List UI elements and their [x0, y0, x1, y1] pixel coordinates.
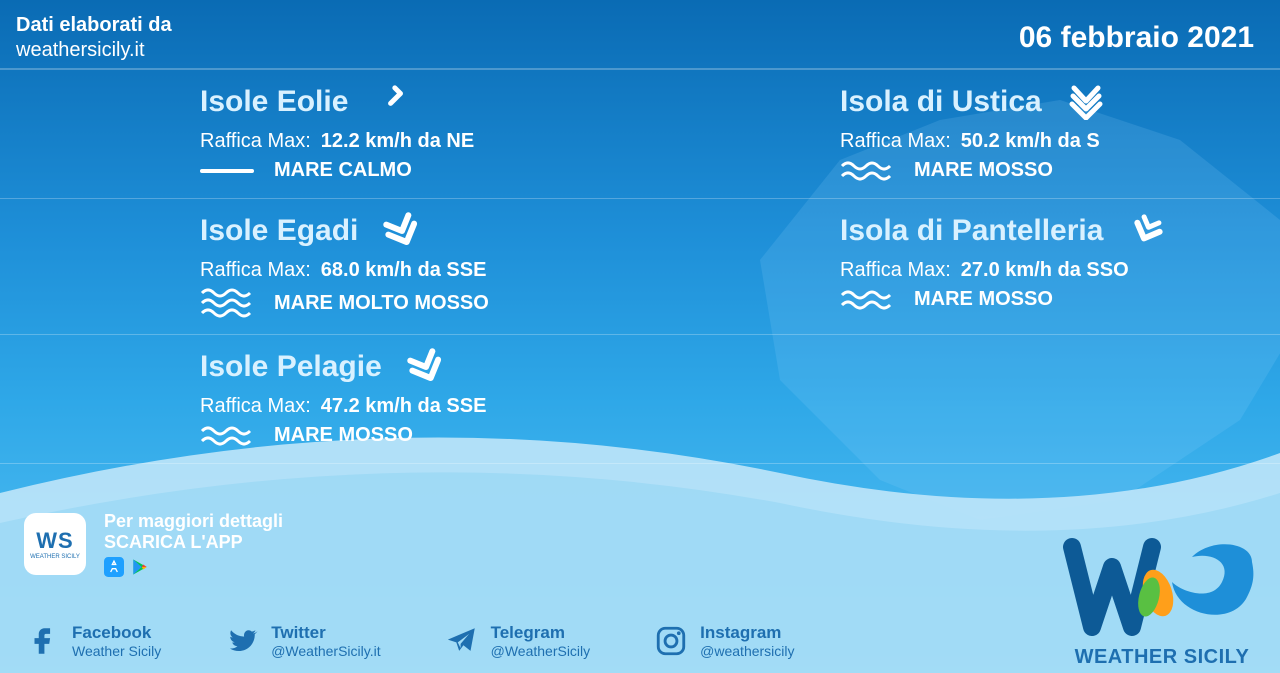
gust-value: 27.0 km/h da SSO: [961, 259, 1129, 281]
header: Dati elaborati da weathersicily.it 06 fe…: [0, 0, 1280, 70]
social-name: Facebook: [72, 623, 161, 643]
gust-line: Raffica Max: 12.2 km/h da NE: [200, 130, 630, 153]
sea-mosso-icon: [840, 160, 896, 182]
gust-label: Raffica Max:: [840, 130, 951, 152]
gust-value: 68.0 km/h da SSE: [321, 259, 487, 281]
instagram-icon: [654, 624, 688, 658]
locations-grid: Isole Eolie Raffica Max: 12.2 km/h da NE MA…: [0, 70, 1280, 464]
gust-value: 12.2 km/h da NE: [321, 130, 474, 152]
gust-label: Raffica Max:: [200, 395, 311, 417]
app-badge-text: WS: [36, 528, 73, 554]
wind-weak-icon: [374, 84, 410, 120]
location-name: Isole Pelagie: [200, 350, 382, 384]
telegram-link[interactable]: Telegram @WeatherSicily: [445, 623, 591, 659]
location-name: Isola di Ustica: [840, 85, 1042, 119]
social-handle: Weather Sicily: [72, 643, 161, 659]
twitter-icon: [225, 624, 259, 658]
gust-line: Raffica Max: 50.2 km/h da S: [840, 130, 1270, 153]
social-name: Telegram: [491, 623, 591, 643]
grid-row: Isole Eolie Raffica Max: 12.2 km/h da NE MA…: [0, 70, 1280, 199]
location-cell: Isola di Pantelleria Raffica Max: 27.0 km/…: [640, 199, 1280, 334]
sea-line: MARE CALMO: [200, 159, 630, 182]
gust-label: Raffica Max:: [200, 259, 311, 281]
sea-text: MARE MOSSO: [914, 159, 1053, 182]
app-line1: Per maggiori dettagli: [104, 511, 283, 532]
telegram-icon: [445, 624, 479, 658]
twitter-link[interactable]: Twitter @WeatherSicily.it: [225, 623, 380, 659]
brand-name: WEATHER SICILY: [1062, 646, 1262, 669]
location-cell: Isole Egadi Raffica Max: 68.0 km/h da SSE M…: [0, 199, 640, 334]
social-name: Instagram: [700, 623, 794, 643]
sea-mosso-icon: [840, 289, 896, 311]
wind-moderate-icon: [1129, 213, 1165, 249]
sea-line: MARE MOSSO: [200, 424, 630, 447]
location-name: Isole Egadi: [200, 214, 358, 248]
playstore-icon[interactable]: [130, 557, 150, 577]
header-date: 06 febbraio 2021: [1019, 21, 1254, 55]
socials-bar: Facebook Weather Sicily Twitter @Weather…: [26, 623, 795, 659]
social-name: Twitter: [271, 623, 380, 643]
social-handle: @WeatherSicily: [491, 643, 591, 659]
sea-line: MARE MOLTO MOSSO: [200, 288, 630, 318]
wind-strong-icon: [384, 213, 420, 249]
gust-label: Raffica Max:: [200, 130, 311, 152]
app-badge[interactable]: WS WEATHER SICILY: [24, 513, 86, 575]
social-handle: @WeatherSicily.it: [271, 643, 380, 659]
location-cell-empty: [640, 335, 1280, 463]
gust-value: 47.2 km/h da SSE: [321, 395, 487, 417]
gust-value: 50.2 km/h da S: [961, 130, 1100, 152]
gust-line: Raffica Max: 47.2 km/h da SSE: [200, 395, 630, 418]
grid-row: Isole Pelagie Raffica Max: 47.2 km/h da SS…: [0, 335, 1280, 464]
sea-text: MARE MOLTO MOSSO: [274, 292, 489, 315]
sea-text: MARE MOSSO: [274, 424, 413, 447]
sea-molto-mosso-icon: [200, 288, 256, 318]
instagram-link[interactable]: Instagram @weathersicily: [654, 623, 794, 659]
appstore-icon[interactable]: [104, 557, 124, 577]
app-line2: SCARICA L'APP: [104, 532, 283, 553]
facebook-icon: [26, 624, 60, 658]
gust-line: Raffica Max: 68.0 km/h da SSE: [200, 259, 630, 282]
sea-text: MARE CALMO: [274, 159, 412, 182]
grid-row: Isole Egadi Raffica Max: 68.0 km/h da SSE M…: [0, 199, 1280, 335]
gust-line: Raffica Max: 27.0 km/h da SSO: [840, 259, 1270, 282]
source-label: Dati elaborati da: [16, 13, 172, 38]
location-cell: Isole Eolie Raffica Max: 12.2 km/h da NE MA…: [0, 70, 640, 198]
location-cell: Isole Pelagie Raffica Max: 47.2 km/h da SS…: [0, 335, 640, 463]
header-source: Dati elaborati da weathersicily.it: [16, 13, 172, 63]
facebook-link[interactable]: Facebook Weather Sicily: [26, 623, 161, 659]
app-badge-sub: WEATHER SICILY: [30, 554, 80, 560]
location-cell: Isola di Ustica Raffica Max: 50.2 km/h da …: [640, 70, 1280, 198]
sea-mosso-icon: [200, 425, 256, 447]
sea-text: MARE MOSSO: [914, 288, 1053, 311]
sea-line: MARE MOSSO: [840, 288, 1270, 311]
app-promo: WS WEATHER SICILY Per maggiori dettagli …: [24, 511, 283, 577]
gust-label: Raffica Max:: [840, 259, 951, 281]
source-site: weathersicily.it: [16, 38, 172, 63]
location-name: Isole Eolie: [200, 85, 348, 119]
ws-logo-icon: [1062, 527, 1262, 647]
app-text: Per maggiori dettagli SCARICA L'APP: [104, 511, 283, 577]
sea-calm-icon: [200, 162, 256, 180]
wind-very-strong-icon: [1068, 84, 1104, 120]
brand-logo: WEATHER SICILY: [1062, 527, 1262, 669]
social-handle: @weathersicily: [700, 643, 794, 659]
sea-line: MARE MOSSO: [840, 159, 1270, 182]
location-name: Isola di Pantelleria: [840, 214, 1103, 248]
wind-strong-icon: [408, 349, 444, 385]
